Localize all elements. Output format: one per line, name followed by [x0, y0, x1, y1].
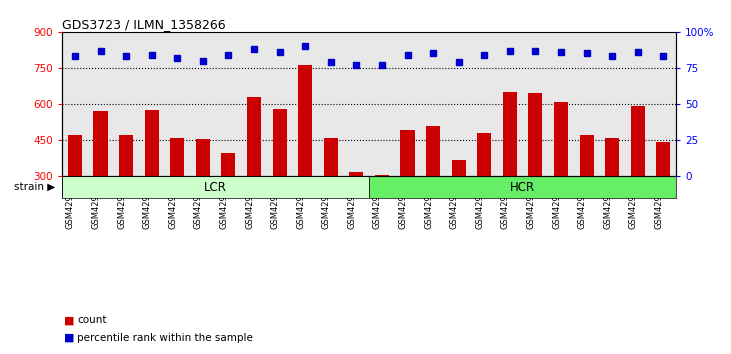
Bar [145, 110, 159, 176]
Text: GSM429941: GSM429941 [322, 179, 330, 229]
Text: GSM429943: GSM429943 [629, 179, 637, 229]
Bar [375, 175, 389, 176]
Text: LCR: LCR [204, 181, 227, 194]
Bar [426, 126, 440, 176]
Text: GSM429920: GSM429920 [373, 179, 382, 229]
Text: GDS3723 / ILMN_1358266: GDS3723 / ILMN_1358266 [62, 18, 226, 31]
Bar [477, 133, 491, 176]
Bar [221, 153, 235, 176]
Bar [401, 130, 414, 176]
Bar [656, 142, 670, 176]
Text: GSM429935: GSM429935 [526, 179, 535, 229]
Bar [369, 176, 676, 198]
Bar [324, 138, 338, 176]
Text: GSM429933: GSM429933 [219, 179, 228, 229]
Bar [94, 111, 107, 176]
Bar [68, 135, 82, 176]
Text: GSM429942: GSM429942 [347, 179, 357, 229]
Bar [529, 93, 542, 176]
Text: GSM429927: GSM429927 [424, 179, 433, 229]
Bar [247, 97, 261, 176]
Bar [554, 102, 568, 176]
Text: HCR: HCR [510, 181, 535, 194]
Text: GSM429930: GSM429930 [194, 179, 203, 229]
Bar [580, 135, 594, 176]
Text: GSM429934: GSM429934 [245, 179, 254, 229]
Bar [452, 160, 466, 176]
Text: GSM429922: GSM429922 [398, 179, 408, 229]
Bar [62, 176, 369, 198]
Bar [119, 135, 133, 176]
Bar [196, 139, 210, 176]
Text: ■: ■ [64, 315, 75, 325]
Text: GSM429928: GSM429928 [450, 179, 459, 229]
Text: GSM429938: GSM429938 [296, 179, 306, 229]
Text: strain ▶: strain ▶ [14, 182, 56, 192]
Text: GSM429932: GSM429932 [501, 179, 510, 229]
Text: GSM429925: GSM429925 [117, 179, 126, 229]
Bar [605, 138, 619, 176]
Text: percentile rank within the sample: percentile rank within the sample [77, 333, 254, 343]
Text: GSM429923: GSM429923 [66, 179, 75, 229]
Text: GSM429937: GSM429937 [270, 179, 279, 229]
Text: ■: ■ [64, 333, 75, 343]
Text: GSM429939: GSM429939 [577, 179, 587, 229]
Bar [273, 109, 287, 176]
Bar [503, 92, 517, 176]
Bar [349, 172, 363, 176]
Bar [170, 138, 184, 176]
Text: count: count [77, 315, 107, 325]
Text: GSM429931: GSM429931 [475, 179, 484, 229]
Text: GSM429944: GSM429944 [654, 179, 664, 229]
Text: GSM429929: GSM429929 [168, 179, 178, 229]
Bar [298, 65, 312, 176]
Text: GSM429924: GSM429924 [91, 179, 101, 229]
Text: GSM429926: GSM429926 [143, 179, 152, 229]
Text: GSM429936: GSM429936 [552, 179, 561, 229]
Text: GSM429940: GSM429940 [603, 179, 612, 229]
Bar [631, 106, 645, 176]
